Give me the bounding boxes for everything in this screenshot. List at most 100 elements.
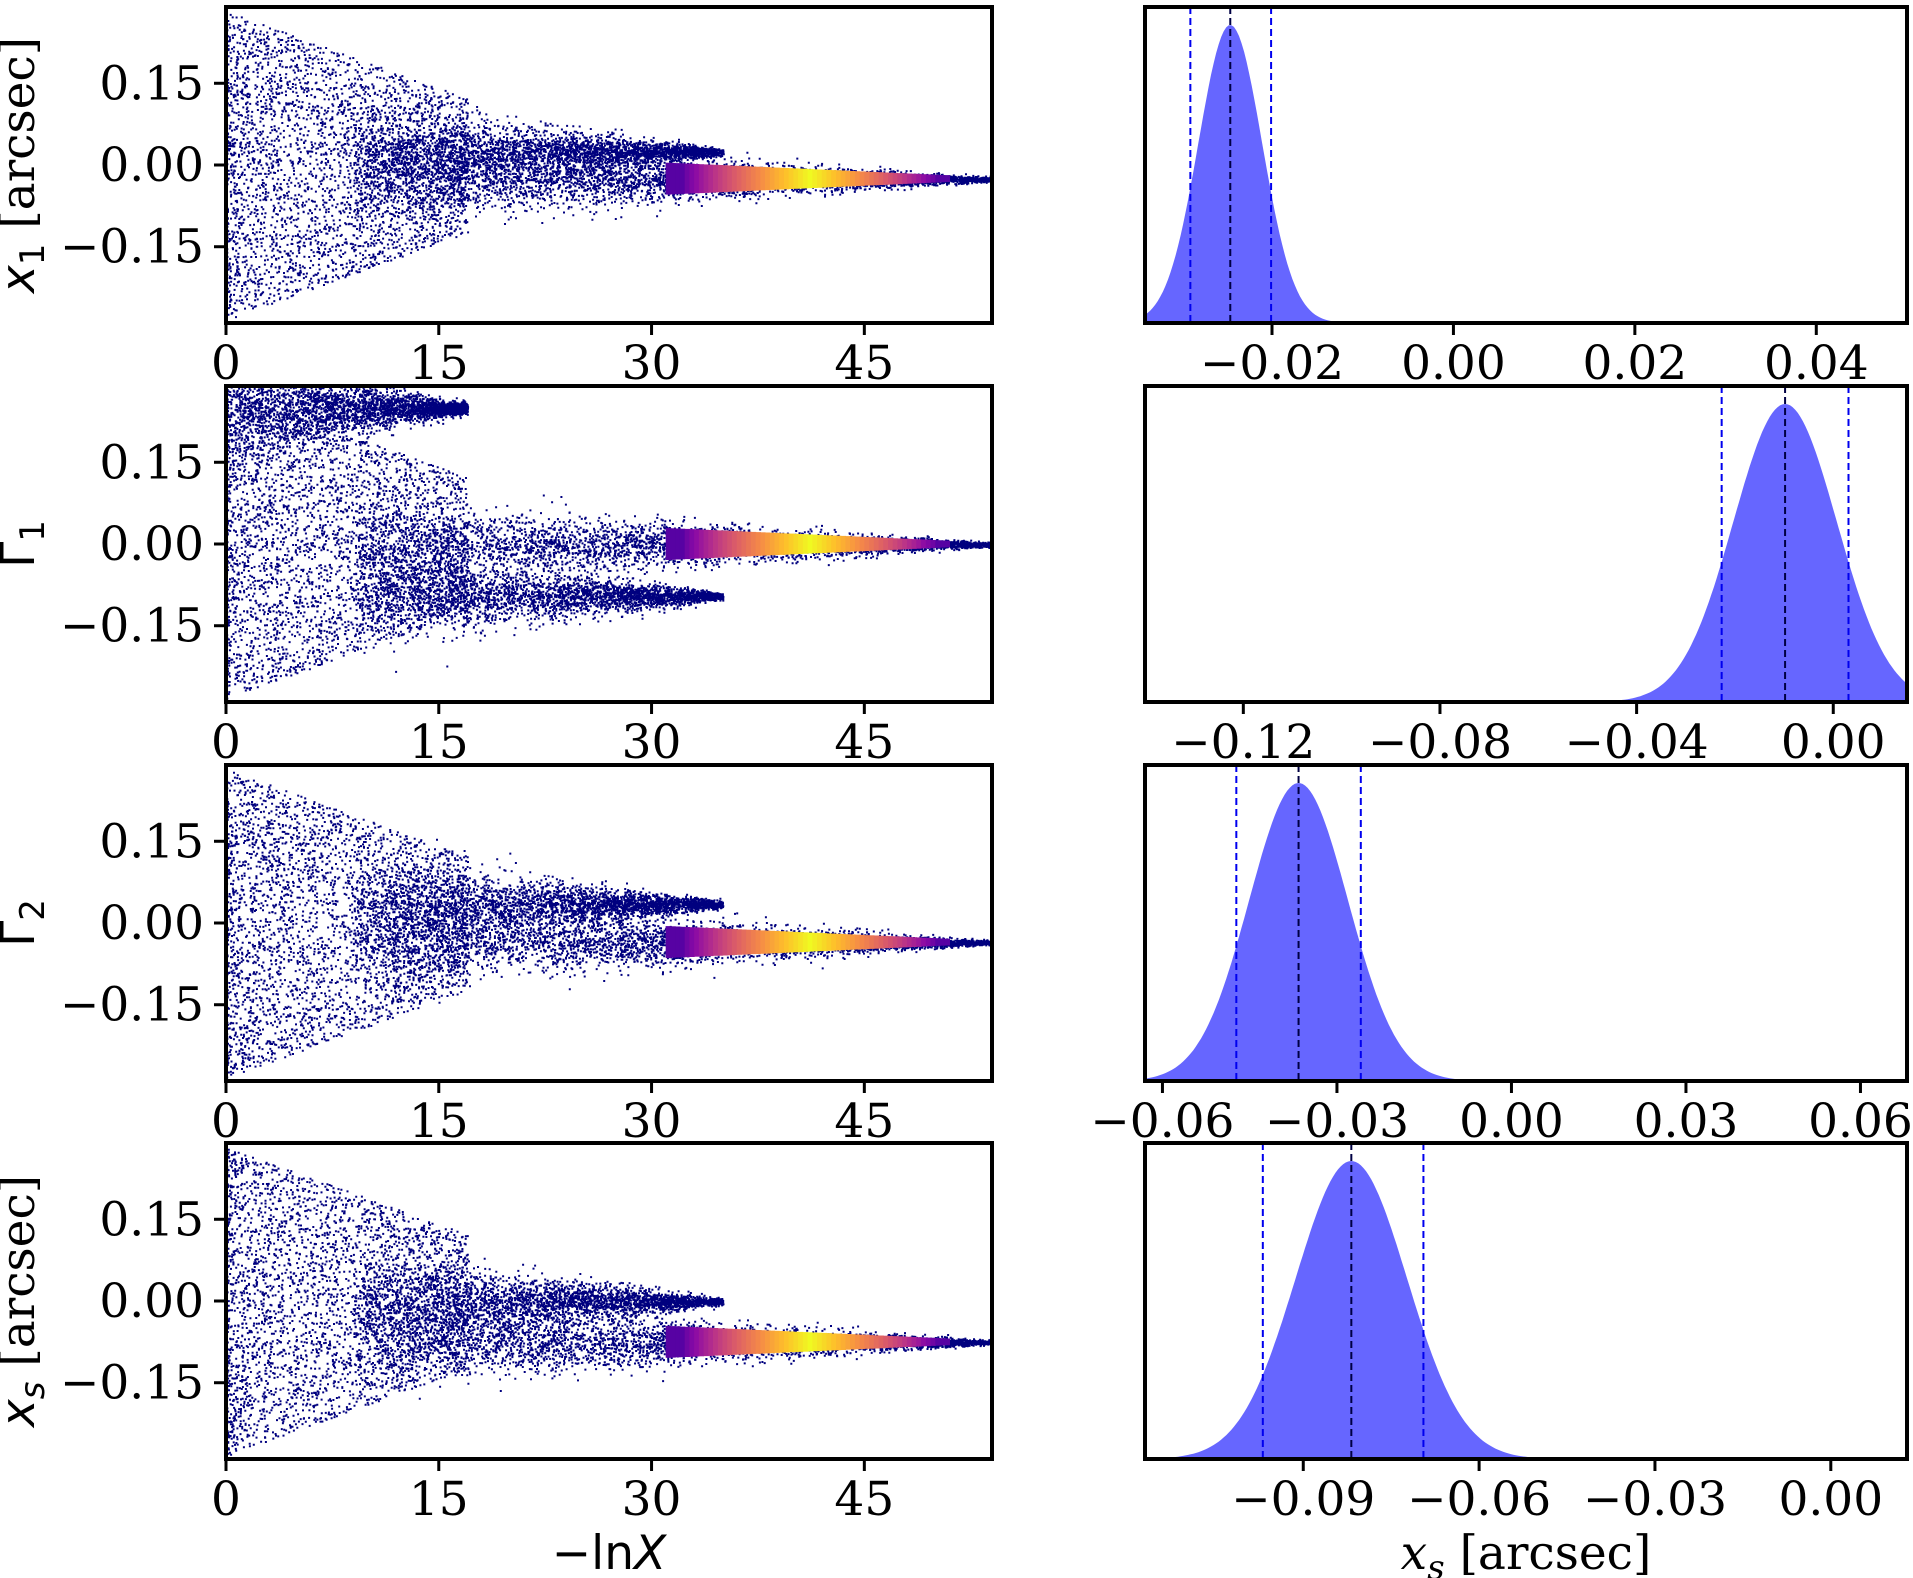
trace-gamma1-density-segment xyxy=(892,538,898,550)
trace-gamma1-density-segment xyxy=(845,536,851,552)
trace-x1-density-segment xyxy=(873,172,880,186)
trace-gamma2-xtick-label: 0 xyxy=(211,1094,241,1149)
trace-xs-density-segment xyxy=(727,1328,733,1356)
trace-gamma1-density-segment xyxy=(708,530,714,559)
trace-gamma1-density-segment xyxy=(765,532,771,556)
trace-gamma2-density-segment xyxy=(670,926,676,958)
posterior-gamma2-xtick-label: −0.03 xyxy=(1265,1094,1409,1149)
trace-xs-density-segment xyxy=(883,1335,889,1348)
trace-gamma2-density-segment xyxy=(760,930,766,954)
trace-gamma2-density-segment xyxy=(826,933,832,951)
trace-gamma2-density-segment xyxy=(921,937,927,947)
trace-gamma1-frame xyxy=(224,384,994,704)
trace-gamma2-density-segment xyxy=(892,936,898,948)
trace-x1-density-segment xyxy=(708,164,714,193)
posterior-gamma2-xtick-label: 0.00 xyxy=(1459,1094,1564,1149)
posterior-xs-xtick-label: −0.03 xyxy=(1583,1472,1727,1527)
trace-xs-xtick-label: 15 xyxy=(409,1472,469,1527)
trace-xs-xtick-label: 45 xyxy=(834,1472,894,1527)
trace-gamma2-density-segment xyxy=(708,928,714,957)
trace-gamma1-xtick-label: 0 xyxy=(211,715,241,770)
trace-xs-density-segment xyxy=(845,1334,851,1350)
trace-gamma1-density-segment xyxy=(916,539,922,549)
posterior-gamma1-density-fill xyxy=(1145,404,1907,702)
trace-xs-density-segment xyxy=(892,1336,898,1348)
trace-gamma2-density-segment xyxy=(689,927,695,957)
trace-gamma2-density-segment xyxy=(769,930,776,954)
posterior-xs: −0.09 −0.06 −0.03 0.00 xs [arcsec] xyxy=(1145,1143,1907,1578)
trace-x1-density-segment xyxy=(802,168,809,189)
trace-xs-density-segment xyxy=(779,1331,785,1353)
trace-gamma1-density-segment xyxy=(925,539,932,549)
posterior-xs-xtick-label: 0.00 xyxy=(1778,1472,1883,1527)
trace-gamma2-ylabel: Γ2 xyxy=(0,899,53,947)
trace-gamma1-density-segment xyxy=(741,531,747,557)
trace-gamma2-density-segment xyxy=(727,928,733,956)
trace-gamma2-density-segment xyxy=(850,934,856,950)
trace-xs-density-segment xyxy=(694,1327,700,1357)
trace-x1-density-segment xyxy=(840,170,846,187)
trace-gamma1-ytick-label: 0.15 xyxy=(99,435,204,490)
trace-gamma2-density-segment xyxy=(840,934,846,951)
trace-xs-density-segment xyxy=(821,1332,828,1351)
trace-x1-density-segment xyxy=(741,166,747,192)
trace-gamma2-density-segment xyxy=(836,933,842,951)
trace-gamma2-density-segment xyxy=(925,937,932,947)
posterior-x1-frame xyxy=(1143,5,1909,325)
trace-xs-density-segment xyxy=(698,1327,705,1357)
trace-x1-density-segment xyxy=(731,165,738,192)
trace-xs-density-segment xyxy=(746,1329,752,1355)
trace-xs-density-segment xyxy=(731,1328,738,1355)
trace-x1-points xyxy=(226,13,992,319)
trace-x1-density-segment xyxy=(826,169,832,188)
trace-gamma2-density-segment xyxy=(845,934,851,950)
trace-gamma2-ytick-label: 0.00 xyxy=(99,896,204,951)
trace-gamma2-ytick-label: 0.15 xyxy=(99,814,204,869)
trace-xs-density-segment xyxy=(930,1337,936,1346)
trace-xs-density-segment xyxy=(713,1328,719,1356)
trace-gamma2-density-segment xyxy=(940,938,946,946)
trace-gamma2-density-segment xyxy=(878,935,884,949)
trace-xs-density-segment xyxy=(665,1325,671,1358)
trace-x1-density-segment xyxy=(774,167,780,190)
trace-xs-density-segment xyxy=(911,1337,917,1347)
trace-xs-ylabel: xs [arcsec] xyxy=(0,1175,53,1429)
trace-gamma1-density-segment xyxy=(755,532,761,556)
trace-x1-density-segment xyxy=(684,163,690,194)
posterior-gamma2-xtick-label: 0.03 xyxy=(1634,1094,1739,1149)
trace-xs-density-segment xyxy=(864,1334,870,1349)
trace-xs-density-segment xyxy=(888,1335,894,1348)
trace-gamma2-density-segment xyxy=(713,928,719,956)
trace-gamma1-sample-points xyxy=(226,386,992,700)
trace-gamma1-density-segment xyxy=(850,536,856,552)
trace-gamma2-density-segment xyxy=(831,933,837,951)
trace-x1-density-segment xyxy=(717,165,724,193)
trace-xs-density-segment xyxy=(916,1337,922,1347)
trace-x1-density-segment xyxy=(817,169,823,188)
trace-x1-density-segment xyxy=(854,171,861,187)
trace-gamma1-density-segment xyxy=(684,528,690,560)
trace-xs-density-segment xyxy=(925,1337,932,1347)
trace-gamma2-density-segment xyxy=(679,926,686,958)
trace-x1-density-segment xyxy=(916,173,922,184)
posterior-xs-xtick-label: −0.06 xyxy=(1407,1472,1551,1527)
trace-gamma1-density-segment xyxy=(888,538,894,550)
trace-xs-density-segment xyxy=(755,1330,761,1354)
trace-x1-density-segment xyxy=(670,162,676,195)
trace-gamma1-density-segment xyxy=(807,534,813,554)
trace-gamma2-density-segment xyxy=(869,935,875,949)
trace-xs-density-segment xyxy=(675,1326,681,1358)
trace-gamma1-ytick-label: −0.15 xyxy=(60,599,204,654)
trace-xs-density-segment xyxy=(679,1326,686,1358)
trace-gamma2-density-segment xyxy=(817,932,823,952)
trace-xs-xtick-label: 30 xyxy=(622,1472,682,1527)
trace-gamma1-density-segment xyxy=(883,537,889,551)
trace-x1-density-segment xyxy=(713,164,719,193)
trace-gamma1-density-segment xyxy=(784,533,790,555)
trace-gamma1-density-segment xyxy=(812,534,818,554)
trace-xs-density-segment xyxy=(812,1332,818,1352)
trace-gamma2-sample-points xyxy=(226,771,992,1079)
trace-gamma2-density-segment xyxy=(788,931,794,953)
trace-x1-density-segment xyxy=(665,162,671,195)
